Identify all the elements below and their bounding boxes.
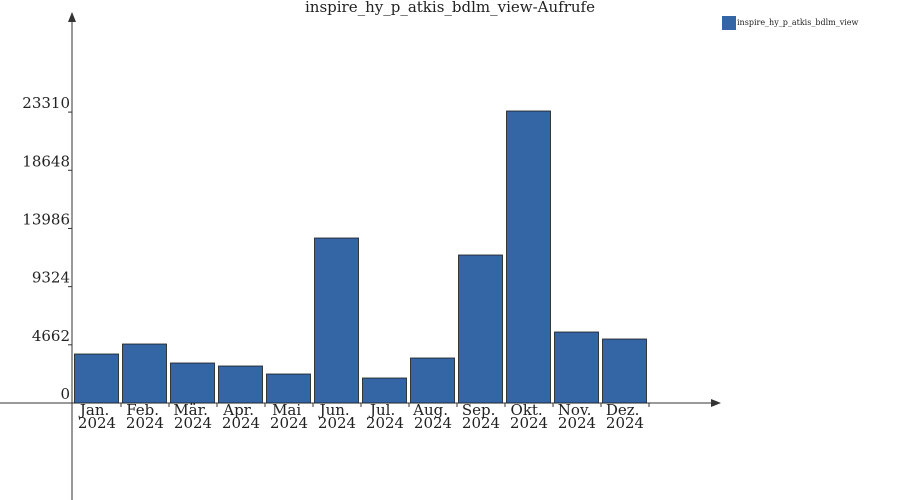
bar (314, 237, 359, 404)
y-tick-label: 9324 (32, 269, 70, 287)
x-tick-label: Jan. 2024 (78, 401, 116, 432)
bar (362, 377, 407, 404)
x-tick-label: Aug. 2024 (412, 401, 453, 432)
y-tick-label: 13986 (22, 210, 70, 228)
y-tick-label: 4662 (32, 327, 70, 345)
bar (266, 373, 311, 404)
x-tick-label: Feb. 2024 (126, 401, 164, 432)
bar (602, 338, 647, 404)
bar (74, 353, 119, 404)
x-tick-label: Jul. 2024 (366, 401, 404, 432)
bar (554, 331, 599, 404)
bar (410, 357, 455, 404)
x-tick-label: Dez. 2024 (606, 401, 644, 432)
bar (458, 254, 503, 404)
x-tick-label: Mai 2024 (270, 401, 308, 432)
bar (218, 365, 263, 404)
x-tick-label: Mär. 2024 (173, 401, 212, 432)
y-tick-label: 18648 (22, 152, 70, 170)
x-tick-label: Apr. 2024 (222, 401, 260, 432)
legend-label: inspire_hy_p_atkis_bdlm_view (737, 18, 859, 27)
x-tick-label: Jun. 2024 (318, 401, 357, 432)
chart-title: inspire_hy_p_atkis_bdlm_view-Aufrufe (305, 0, 595, 16)
x-tick-label: Nov. 2024 (558, 401, 596, 432)
bar (122, 343, 167, 404)
x-tick-label: Okt. 2024 (510, 401, 548, 432)
y-tick-label: 0 (60, 385, 70, 403)
x-tick-label: Sep. 2024 (462, 401, 500, 432)
y-axis-arrow (68, 12, 76, 22)
x-axis-arrow (711, 399, 721, 407)
y-tick-label: 23310 (22, 94, 70, 112)
bar (170, 362, 215, 404)
bar (506, 110, 551, 404)
legend-swatch (722, 16, 736, 30)
